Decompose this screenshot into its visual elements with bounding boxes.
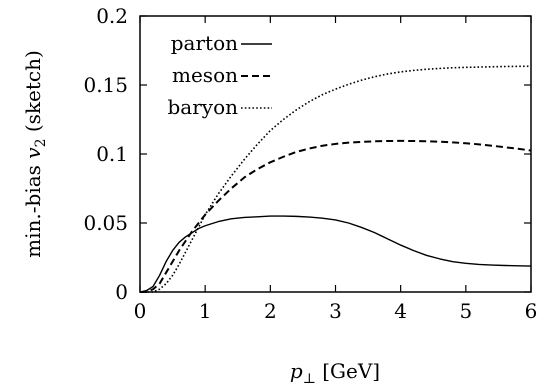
- y-axis-label: min.-bias v2 (sketch): [21, 50, 49, 258]
- legend: parton meson baryon: [167, 31, 272, 119]
- series-line-meson: [140, 139, 532, 293]
- y-tick-labels: 0 0.05 0.1 0.15 0.2: [83, 4, 128, 304]
- legend-label-parton: parton: [171, 31, 238, 55]
- x-tick-label: 0: [134, 299, 147, 323]
- y-tick-label: 0.2: [96, 4, 128, 28]
- y-tick-label: 0.15: [83, 73, 128, 97]
- y-tick-label: 0.05: [83, 211, 128, 235]
- legend-label-baryon: baryon: [167, 95, 238, 119]
- plot-frame: [139, 15, 532, 293]
- x-tick-label: 6: [525, 299, 538, 323]
- x-tick-label: 3: [329, 299, 342, 323]
- series-line-baryon: [140, 65, 532, 293]
- y-axis-label-symbol: v: [21, 147, 45, 159]
- y-tick-label: 0.1: [96, 142, 128, 166]
- x-tick-label: 4: [394, 299, 407, 323]
- legend-label-meson: meson: [172, 63, 238, 87]
- series-lines: [139, 65, 532, 293]
- x-tick-label: 2: [264, 299, 277, 323]
- y-axis-label-subscript: 2: [33, 138, 49, 147]
- y-tick-label: 0: [115, 280, 128, 304]
- x-axis-label-subscript: ⊥: [303, 371, 316, 385]
- series-line-parton: [139, 215, 532, 293]
- x-tick-labels: 0 1 2 3 4 5 6: [134, 299, 538, 323]
- x-tick-label: 1: [199, 299, 212, 323]
- x-tick-label: 5: [459, 299, 472, 323]
- x-axis-label-unit: [GeV]: [316, 359, 380, 383]
- y-axis-label-prefix: min.-bias: [21, 159, 45, 258]
- axis-ticks: [139, 15, 532, 293]
- x-axis-label-symbol: p: [290, 359, 303, 383]
- y-axis-label-suffix: (sketch): [21, 50, 45, 138]
- x-axis-label: p⊥ [GeV]: [290, 359, 380, 385]
